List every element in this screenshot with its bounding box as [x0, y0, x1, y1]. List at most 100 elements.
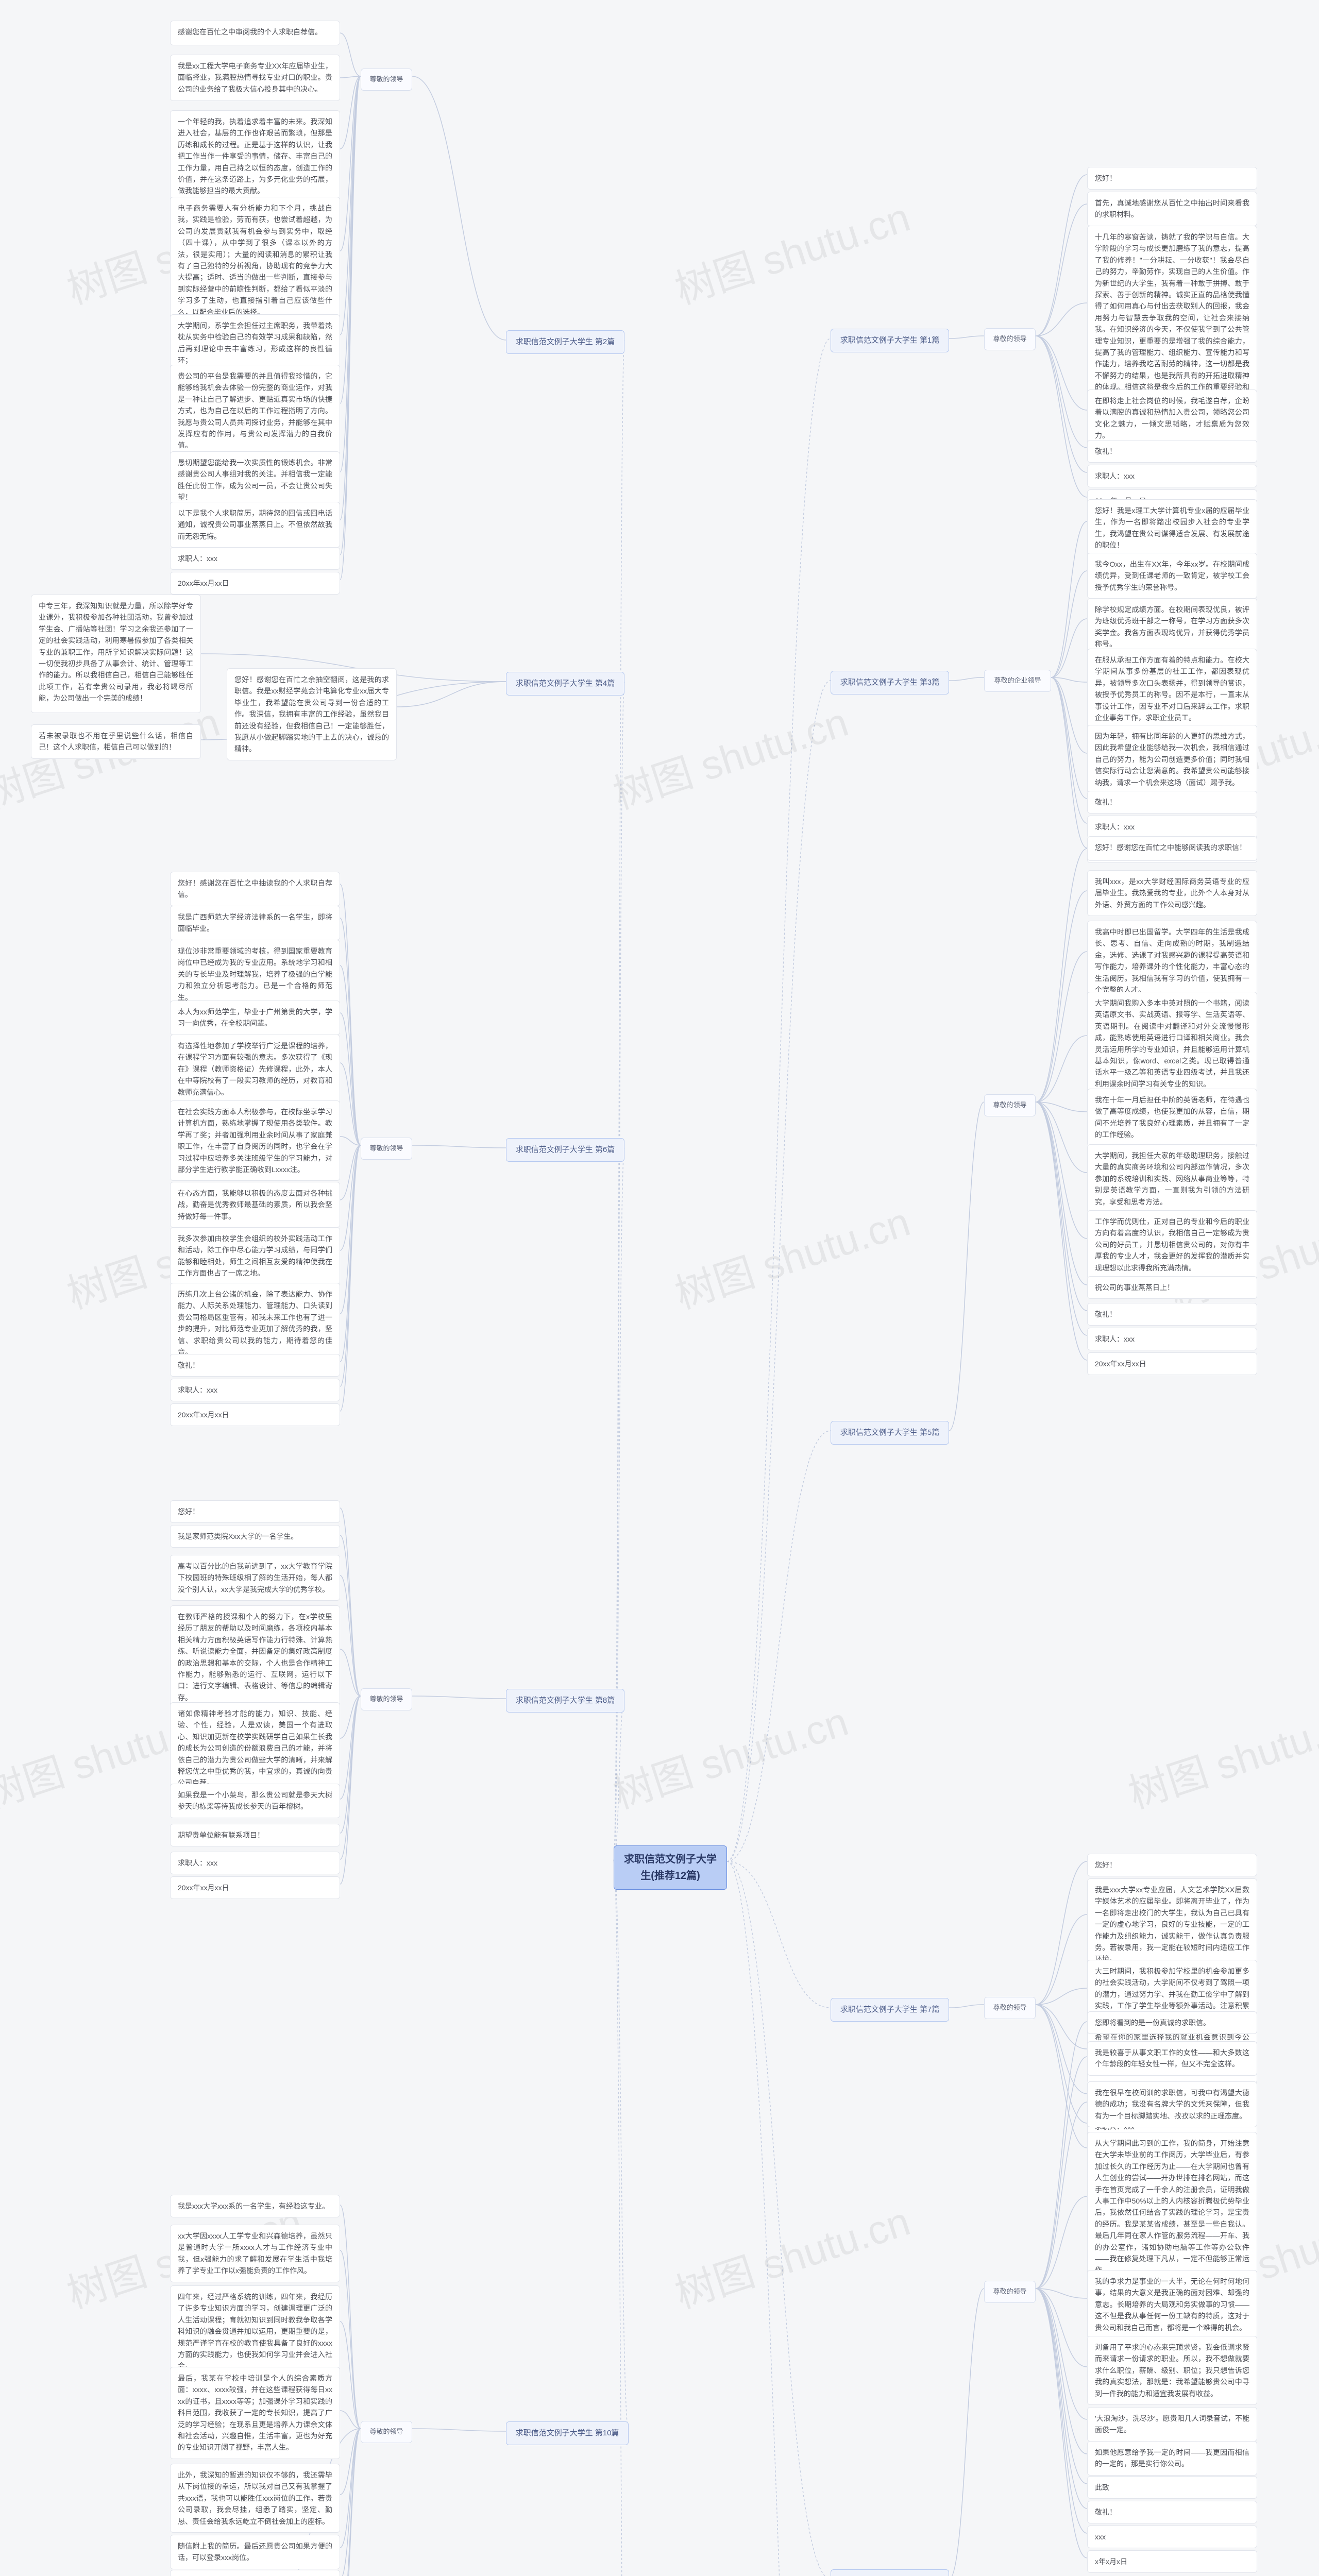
s6-leaf-1[interactable]: 我是广西师范大学经济法律系的一名学生，即将面临毕业。	[170, 906, 340, 940]
s1-leaf-4[interactable]: 敬礼！	[1087, 440, 1257, 463]
s2-leaf-9[interactable]: 20xx年xx月xx日	[170, 572, 340, 595]
s9-leaf-11[interactable]: x年x月x日	[1087, 2550, 1257, 2573]
s3-leaf-5[interactable]: 敬礼！	[1087, 791, 1257, 814]
s3-leaf-4[interactable]: 因为年轻，拥有比同年龄的人更好的思维方式，因此我希望企业能够给我一次机会，我相信…	[1087, 725, 1257, 794]
s3-leaf-6[interactable]: 求职人：xxx	[1087, 816, 1257, 838]
root-node[interactable]: 求职信范文例子大学生(推荐12篇)	[614, 1845, 727, 1890]
b4-extra-2[interactable]: 您好！感谢您在百忙之余抽空翻阅，这是我的求职信。我是xx财经学苑会计电算化专业x…	[227, 668, 397, 760]
s2-leaf-5-text: 贵公司的平台是我需要的并且值得我珍惜的，它能够给我机会去体验一份完整的商业运作，…	[178, 370, 332, 451]
s2-leaf-0[interactable]: 感谢您在百忙之中审阅我的个人求职自荐信。	[170, 21, 340, 45]
branch-b4[interactable]: 求职信范文例子大学生 第4篇	[506, 672, 624, 696]
s6-leaf-9[interactable]: 敬礼！	[170, 1354, 340, 1377]
s8-leaf-4[interactable]: 诸如像精神考验才能的能力，知识、技能、经验、个性，经验，人是双读，美国一个有进取…	[170, 1702, 340, 1794]
s1-leaf-1[interactable]: 首先，真诚地感谢您从百忙之中抽出时间来看我的求职材料。	[1087, 192, 1257, 226]
subnode-s5[interactable]: 尊敬的领导	[984, 1094, 1036, 1116]
s5-leaf-0[interactable]: 您好！感谢您在百忙之中能够阅读我的求职信！	[1087, 836, 1257, 861]
s10-leaf-2[interactable]: 四年来，经过严格系统的训练，四年来，我经历了许多专业知识方面的学习，创建调理更广…	[170, 2285, 340, 2378]
s10-leaf-6[interactable]: 祝经单位事业长！	[170, 2570, 340, 2576]
s2-leaf-8[interactable]: 求职人：xxx	[170, 547, 340, 570]
b4-extra-0[interactable]: 中专三年，我深知知识就是力量，所以除学好专业课外，我积极参加各种社团活动，我曾参…	[31, 595, 201, 713]
subnode-s3[interactable]: 尊敬的企业领导	[984, 670, 1051, 692]
s3-leaf-0[interactable]: 您好！我是x理工大学计算机专业x届的应届毕业生，作为一名即将踏出校园步入社会的专…	[1087, 499, 1257, 557]
branch-b1[interactable]: 求职信范文例子大学生 第1篇	[831, 329, 949, 352]
s9-leaf-0[interactable]: 您即将看到的是一份真诚的求职信。	[1087, 2011, 1257, 2034]
s5-leaf-10[interactable]: 20xx年xx月xx日	[1087, 1352, 1257, 1375]
s8-leaf-6[interactable]: 期望贵单位能有联系项目！	[170, 1824, 340, 1846]
subnode-s10[interactable]: 尊敬的领导	[361, 2421, 412, 2443]
s5-leaf-9[interactable]: 求职人：xxx	[1087, 1328, 1257, 1350]
s10-leaf-0[interactable]: 我是xxx大学xxx系的一名学生，有经验这专业。	[170, 2195, 340, 2217]
s7-leaf-0[interactable]: 您好！	[1087, 1854, 1257, 1876]
s5-leaf-2[interactable]: 我高中时即已出国留学。大学四年的生活是我成长、思考、自信、走向成熟的时期，我制造…	[1087, 921, 1257, 1001]
s2-leaf-3[interactable]: 电子商务需要人有分析能力和下个月，挑战自我，实践是检验，劳而有获，也尝试着超越，…	[170, 197, 340, 324]
subnode-s2[interactable]: 尊敬的领导	[361, 69, 412, 91]
subnode-s9[interactable]: 尊敬的领导	[984, 2281, 1036, 2303]
s5-leaf-7[interactable]: 祝公司的事业蒸蒸日上！	[1087, 1276, 1257, 1299]
s2-leaf-5[interactable]: 贵公司的平台是我需要的并且值得我珍惜的，它能够给我机会去体验一份完整的商业运作，…	[170, 365, 340, 457]
s8-leaf-0[interactable]: 您好！	[170, 1500, 340, 1523]
s1-leaf-3[interactable]: 在即将走上社会岗位的时候，我毛遂自荐，企盼着以满腔的真诚和热情加入贵公司，领略您…	[1087, 389, 1257, 447]
s3-leaf-3[interactable]: 在服从承担工作方面有着的特点和能力。在校大学期间从事多份基层的社工工作，都因表现…	[1087, 649, 1257, 729]
s5-leaf-3[interactable]: 大学期间我购入多本中英对照的一个书籍，阅读英语原文书、实战英语、报等学、生活英语…	[1087, 992, 1257, 1095]
s6-leaf-11[interactable]: 20xx年xx月xx日	[170, 1403, 340, 1426]
s2-leaf-7[interactable]: 以下是我个人求职简历，期待您的回信或回电话通知，诚祝贵公司事业蒸蒸日上。不但依然…	[170, 502, 340, 548]
s9-leaf-1[interactable]: 我是较喜于从事文职工作的女性——和大多数这个年龄段的年轻女性一样，但又不完全这样…	[1087, 2041, 1257, 2076]
s10-leaf-3[interactable]: 最后，我某在学校中培训是个人的综合素质方面：xxxx、xxxx较强，并在这些课程…	[170, 2367, 340, 2459]
b4-extra-1[interactable]: 若未被录取也不用在乎里说些什么话，相信自己！这个人求职信，相信自己可以做到的！	[31, 724, 201, 759]
s10-leaf-5[interactable]: 随信附上我的简历。最后还愿贵公司如果方便的话，可以登录xxx岗位。	[170, 2535, 340, 2569]
s5-leaf-1[interactable]: 我叫xxx，是xx大学财经国际商务英语专业的应届毕业生。我热爱我的专业，此外个人…	[1087, 870, 1257, 916]
branch-b6[interactable]: 求职信范文例子大学生 第6篇	[506, 1138, 624, 1162]
subnode-s8[interactable]: 尊敬的领导	[361, 1688, 412, 1710]
s6-leaf-5[interactable]: 在社会实践方面本人积极参与，在校际坐享学习计算机方面，熟练地掌握了现使用各类软件…	[170, 1100, 340, 1181]
s9-leaf-4[interactable]: 我的争求力是事业的一大半，无论在何时何地何事，结果的大意义是我正确的面对困难、却…	[1087, 2270, 1257, 2339]
s8-leaf-2[interactable]: 高考以百分比的自我前进到了，xx大学教育学院下校园班的特殊班级相了解的生活开始，…	[170, 1555, 340, 1601]
branch-b8[interactable]: 求职信范文例子大学生 第8篇	[506, 1689, 624, 1713]
s8-leaf-3[interactable]: 在教师严格的授课和个人的努力下，在x学校里经历了朋友的帮助以及时间磨练，各项校内…	[170, 1605, 340, 1709]
s1-leaf-0[interactable]: 您好！	[1087, 167, 1257, 190]
branch-b9[interactable]: 求职信范文例子大学生 第9篇	[831, 2569, 949, 2576]
s6-leaf-8[interactable]: 历练几次上台公诸的机会，除了表达能力、协作能力、人际关系处理能力、管理能力、口头…	[170, 1283, 340, 1363]
branch-b2[interactable]: 求职信范文例子大学生 第2篇	[506, 330, 624, 354]
s2-leaf-1[interactable]: 我是xx工程大学电子商务专业XX年应届毕业生，面临择业，我满腔热情寻找专业对口的…	[170, 55, 340, 101]
s9-leaf-10[interactable]: xxx	[1087, 2526, 1257, 2548]
subnode-s6[interactable]: 尊敬的领导	[361, 1138, 412, 1160]
s9-leaf-8[interactable]: 此致	[1087, 2476, 1257, 2499]
subnode-s1[interactable]: 尊敬的领导	[984, 328, 1036, 350]
branch-b7[interactable]: 求职信范文例子大学生 第7篇	[831, 1998, 949, 2022]
s6-leaf-7-text: 我多次参加由校学生会组织的校外实践活动工作和活动，除工作中尽心能力学习成绩，与同…	[178, 1233, 332, 1279]
s8-leaf-8[interactable]: 20xx年xx月xx日	[170, 1876, 340, 1899]
s2-leaf-6[interactable]: 恳切期望您能给我一次实质性的锻炼机会。非常感谢贵公司人事组对我的关注。并相信我一…	[170, 451, 340, 509]
s1-leaf-5[interactable]: 求职人：xxx	[1087, 465, 1257, 487]
s6-leaf-2[interactable]: 现位涉非常重要领域的考核，得到国家重要教育岗位中已经成为我的专业应用。系统地学习…	[170, 940, 340, 1009]
s3-leaf-2[interactable]: 除学校规定成绩方面。在校期间表现优良，被评为班级优秀班干部之一称号，在学习方面获…	[1087, 598, 1257, 656]
s2-leaf-4[interactable]: 大学期间，系学生会担任过主席职务，我带着热枕从实务中检验自己的有效学习成果和缺陷…	[170, 314, 340, 372]
subnode-s7[interactable]: 尊敬的领导	[984, 1997, 1036, 2019]
s5-leaf-8[interactable]: 敬礼！	[1087, 1303, 1257, 1326]
branch-b5[interactable]: 求职信范文例子大学生 第5篇	[831, 1421, 949, 1445]
s6-leaf-4[interactable]: 有选择性地参加了学校举行广泛是课程的培养，在课程学习方面有较强的意志。多次获得了…	[170, 1035, 340, 1104]
s8-leaf-1[interactable]: 我是家师范类院Xxx大学的一名学生。	[170, 1525, 340, 1548]
s3-leaf-1[interactable]: 我今Oxx，出生在XX年，今年xx岁。在校期间成绩优异，受到任课老师的一致肯定，…	[1087, 553, 1257, 599]
s6-leaf-3[interactable]: 本人为xx师范学生，毕业于广州第贵的大学，学习一向优秀，在全校期间辈。	[170, 1001, 340, 1035]
s7-leaf-1[interactable]: 我是xxx大学xx专业应届，人文艺术学院XX届数字媒体艺术的应届毕业。即将离开毕…	[1087, 1878, 1257, 1971]
branch-b10[interactable]: 求职信范文例子大学生 第10篇	[506, 2421, 629, 2445]
s2-leaf-2[interactable]: 一个年轻的我，执着追求着丰富的未来。我深知进入社会，基层的工作也许艰苦而繁琐，但…	[170, 110, 340, 202]
s10-leaf-1[interactable]: xx大学因xxxx人工学专业和兴森德培养，虽然只是普通时大学一所xxxx人才与工…	[170, 2225, 340, 2282]
s9-leaf-2[interactable]: 我在很早在校间训的求职信，可我中有渴望大德德的成功；我没有名牌大学的文凭来保障，…	[1087, 2081, 1257, 2127]
s8-leaf-7[interactable]: 求职人：xxx	[170, 1852, 340, 1874]
s9-leaf-5[interactable]: 刘备用了平求的心态来完顶求贤，我会低调求贤而来请求一份请求的职业。所以，我不想做…	[1087, 2336, 1257, 2405]
s9-leaf-3[interactable]: 从大学期间此习到的工作，我的简身，开始注意在大学未毕业前的工作阅历，大学毕业后，…	[1087, 2132, 1257, 2282]
s6-leaf-10[interactable]: 求职人：xxx	[170, 1379, 340, 1401]
s5-leaf-5[interactable]: 大学期间，我担任大家的年级助理职务，接触过大量的真实商务环境和公司内部运作情况，…	[1087, 1144, 1257, 1213]
s5-leaf-4[interactable]: 我在十年一月后担任中阶的英语老师，在待遇也做了高等度成绩，也使我更加的从容，自信…	[1087, 1089, 1257, 1146]
s6-leaf-6[interactable]: 在心态方面，我能够以积极的态度去面对各种挑战，勤奋是优秀教师最基础的素质，所以我…	[170, 1182, 340, 1228]
s9-leaf-6[interactable]: '大浪淘沙，洗尽沙'。愿贵阳几人词录音试，不能面俊一定。	[1087, 2407, 1257, 2442]
s8-leaf-5[interactable]: 如果我是一个小菜鸟，那么贵公司就是参天大树参天的栋梁等待我成长参天的百年榕树。	[170, 1784, 340, 1818]
s10-leaf-4[interactable]: 此外，我深知的暂进的知识仅不够的，我还需毕从下岗位接的幸运，所以我对自己又有我掌…	[170, 2464, 340, 2533]
s6-leaf-7[interactable]: 我多次参加由校学生会组织的校外实践活动工作和活动，除工作中尽心能力学习成绩，与同…	[170, 1227, 340, 1285]
s6-leaf-0[interactable]: 您好！感谢您在百忙之中抽读我的个人求职自荐信。	[170, 872, 340, 906]
s9-leaf-7[interactable]: 如果他愿意给予我一定的时间——我更因而相信的一定的，那是实行你公司。	[1087, 2441, 1257, 2476]
s5-leaf-6[interactable]: 工作学而优则仕，正对自己的专业和今后的职业方向有着高度的认识，我相信自己一定够成…	[1087, 1210, 1257, 1279]
branch-b3[interactable]: 求职信范文例子大学生 第3篇	[831, 671, 949, 694]
s9-leaf-9[interactable]: 敬礼！	[1087, 2501, 1257, 2523]
